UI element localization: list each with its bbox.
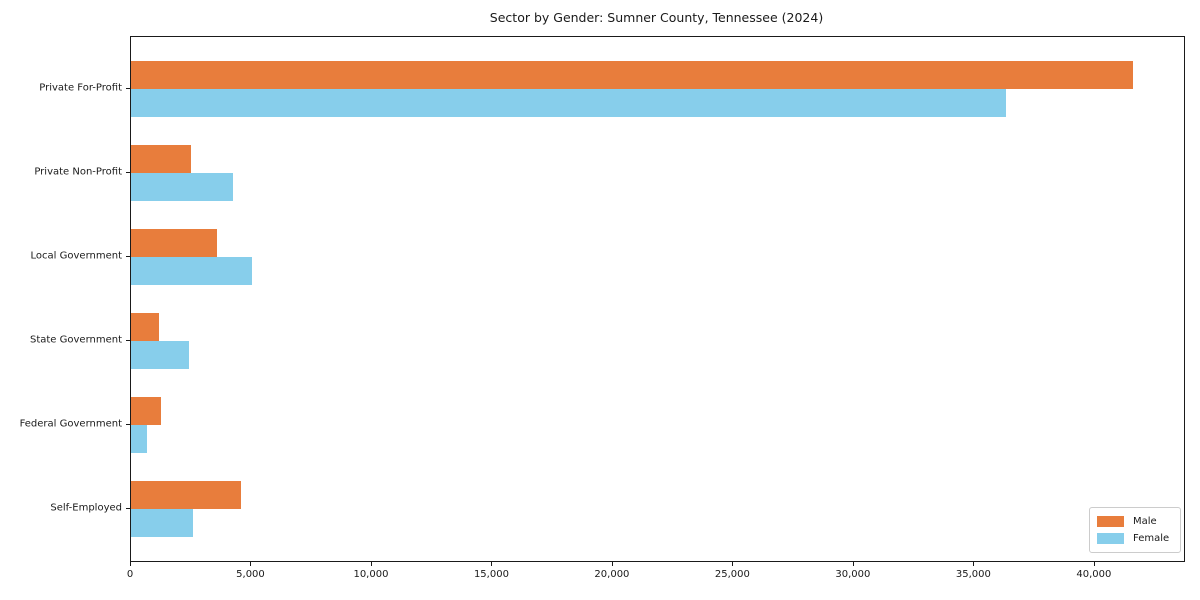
ytick-federal-government: [126, 424, 130, 425]
ytick-private-for-profit: [126, 88, 130, 89]
legend-entry-female: Female: [1097, 532, 1173, 544]
xticklabel-40000: 40,000: [1076, 569, 1112, 580]
xtick-25000: [732, 561, 734, 566]
ylabel-local-government: Local Government: [30, 250, 122, 262]
xtick-20000: [611, 561, 613, 566]
bar-female-local-government: [131, 257, 252, 285]
xtick-35000: [973, 561, 975, 566]
bar-female-self-employed: [131, 509, 194, 537]
ylabel-private-for-profit: Private For-Profit: [39, 82, 122, 94]
xticklabel-35000: 35,000: [955, 569, 991, 580]
xticklabel-0: 0: [126, 569, 134, 580]
legend: Male Female: [1089, 507, 1181, 553]
xtick-15000: [491, 561, 493, 566]
bar-male-self-employed: [131, 481, 241, 509]
legend-swatch-female: [1097, 532, 1124, 544]
bar-male-state-government: [131, 313, 159, 341]
xtick-10000: [370, 561, 372, 566]
bar-female-federal-government: [131, 425, 147, 453]
bar-female-private-for-profit: [131, 89, 1006, 117]
xticklabel-20000: 20,000: [594, 569, 630, 580]
xticklabel-10000: 10,000: [353, 569, 389, 580]
bar-male-private-non-profit: [131, 145, 192, 173]
plot-area: [130, 36, 1185, 562]
legend-label-male: Male: [1133, 516, 1157, 528]
ylabel-federal-government: Federal Government: [19, 418, 122, 430]
ytick-local-government: [126, 256, 130, 257]
legend-label-female: Female: [1133, 532, 1170, 544]
xtick-40000: [1093, 561, 1095, 566]
ylabel-state-government: State Government: [29, 334, 122, 346]
ylabel-self-employed: Self-Employed: [50, 502, 122, 514]
bar-female-state-government: [131, 341, 189, 369]
xticklabel-30000: 30,000: [835, 569, 871, 580]
xticklabel-15000: 15,000: [473, 569, 509, 580]
ytick-private-non-profit: [126, 172, 130, 173]
chart-title: Sector by Gender: Sumner County, Tenness…: [489, 10, 824, 25]
xticklabel-25000: 25,000: [714, 569, 750, 580]
ylabel-private-non-profit: Private Non-Profit: [34, 166, 122, 178]
xtick-30000: [852, 561, 854, 566]
legend-entry-male: Male: [1097, 516, 1173, 528]
ytick-self-employed: [126, 508, 130, 509]
bar-male-federal-government: [131, 397, 162, 425]
legend-swatch-male: [1097, 516, 1124, 528]
bar-male-private-for-profit: [131, 61, 1134, 89]
xtick-0: [130, 561, 131, 566]
xticklabel-5000: 5,000: [236, 569, 265, 580]
xtick-5000: [250, 561, 252, 566]
bar-female-private-non-profit: [131, 173, 234, 201]
bar-male-local-government: [131, 229, 217, 257]
ytick-state-government: [126, 340, 130, 341]
